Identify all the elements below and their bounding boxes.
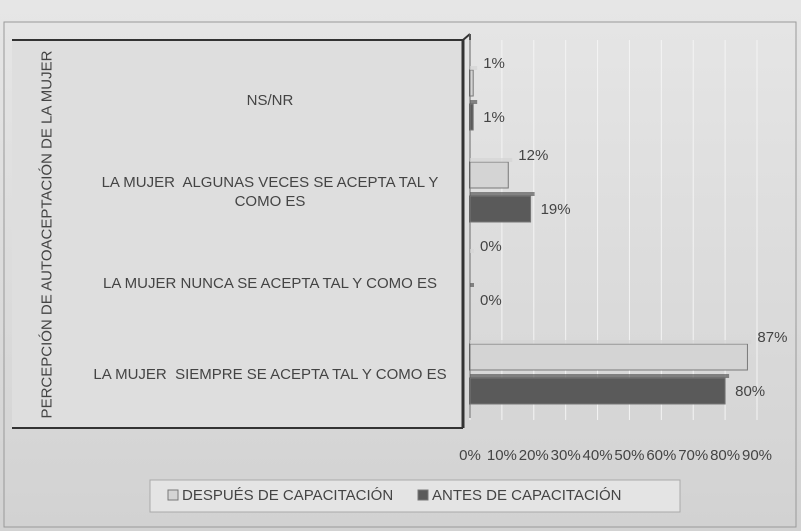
x-tick-label: 70% <box>678 447 709 464</box>
bar <box>469 103 474 131</box>
data-label: 1% <box>483 55 505 72</box>
bar <box>469 195 532 223</box>
x-tick-label: 20% <box>518 447 549 464</box>
y-tick-label: LA MUJER ALGUNAS VECES SE ACEPTA TAL Y C… <box>101 174 443 210</box>
x-tick-label: 50% <box>614 447 645 464</box>
bar <box>469 161 509 189</box>
x-tick-label: 90% <box>741 447 773 464</box>
bar-depth <box>470 249 474 253</box>
y-tick-label: NS/NR <box>246 91 294 109</box>
x-tick-label: 10% <box>486 447 517 464</box>
bar <box>469 343 748 371</box>
bar-depth <box>470 158 513 162</box>
legend-label: ANTES DE CAPACITACIÓN <box>432 487 622 504</box>
bar-depth <box>470 283 474 287</box>
bar-depth <box>470 100 478 104</box>
bar <box>469 377 726 405</box>
data-label: 0% <box>480 238 502 255</box>
x-tick-label: 0% <box>459 447 481 464</box>
chart-frame <box>3 21 797 528</box>
data-label: 0% <box>480 292 502 309</box>
bar-depth <box>470 66 478 70</box>
data-label: 80% <box>735 383 766 400</box>
bar-depth <box>470 374 730 378</box>
bar-depth <box>470 340 752 344</box>
data-label: 12% <box>518 147 549 164</box>
x-tick-label: 40% <box>582 447 613 464</box>
y-tick-label: LA MUJER SIEMPRE SE ACEPTA TAL Y COMO ES <box>93 365 447 383</box>
y-axis-label: PERCEPCIÓN DE AUTOACEPTACIÓN DE LA MUJER <box>38 50 56 419</box>
x-tick-label: 60% <box>646 447 677 464</box>
x-tick-label: 30% <box>550 447 581 464</box>
bar <box>469 69 474 97</box>
legend-swatch <box>167 489 179 501</box>
data-label: 1% <box>483 109 505 126</box>
label-panel <box>12 40 463 428</box>
x-tick-label: 80% <box>710 447 741 464</box>
data-label: 19% <box>540 201 571 218</box>
panel-depth <box>462 33 471 41</box>
legend-box <box>149 479 681 513</box>
y-tick-label: LA MUJER NUNCA SE ACEPTA TAL Y COMO ES <box>103 274 437 292</box>
data-label: 87% <box>757 329 788 346</box>
legend-label: DESPUÉS DE CAPACITACIÓN <box>182 487 394 504</box>
bar-depth <box>470 192 535 196</box>
legend-swatch <box>417 489 429 501</box>
